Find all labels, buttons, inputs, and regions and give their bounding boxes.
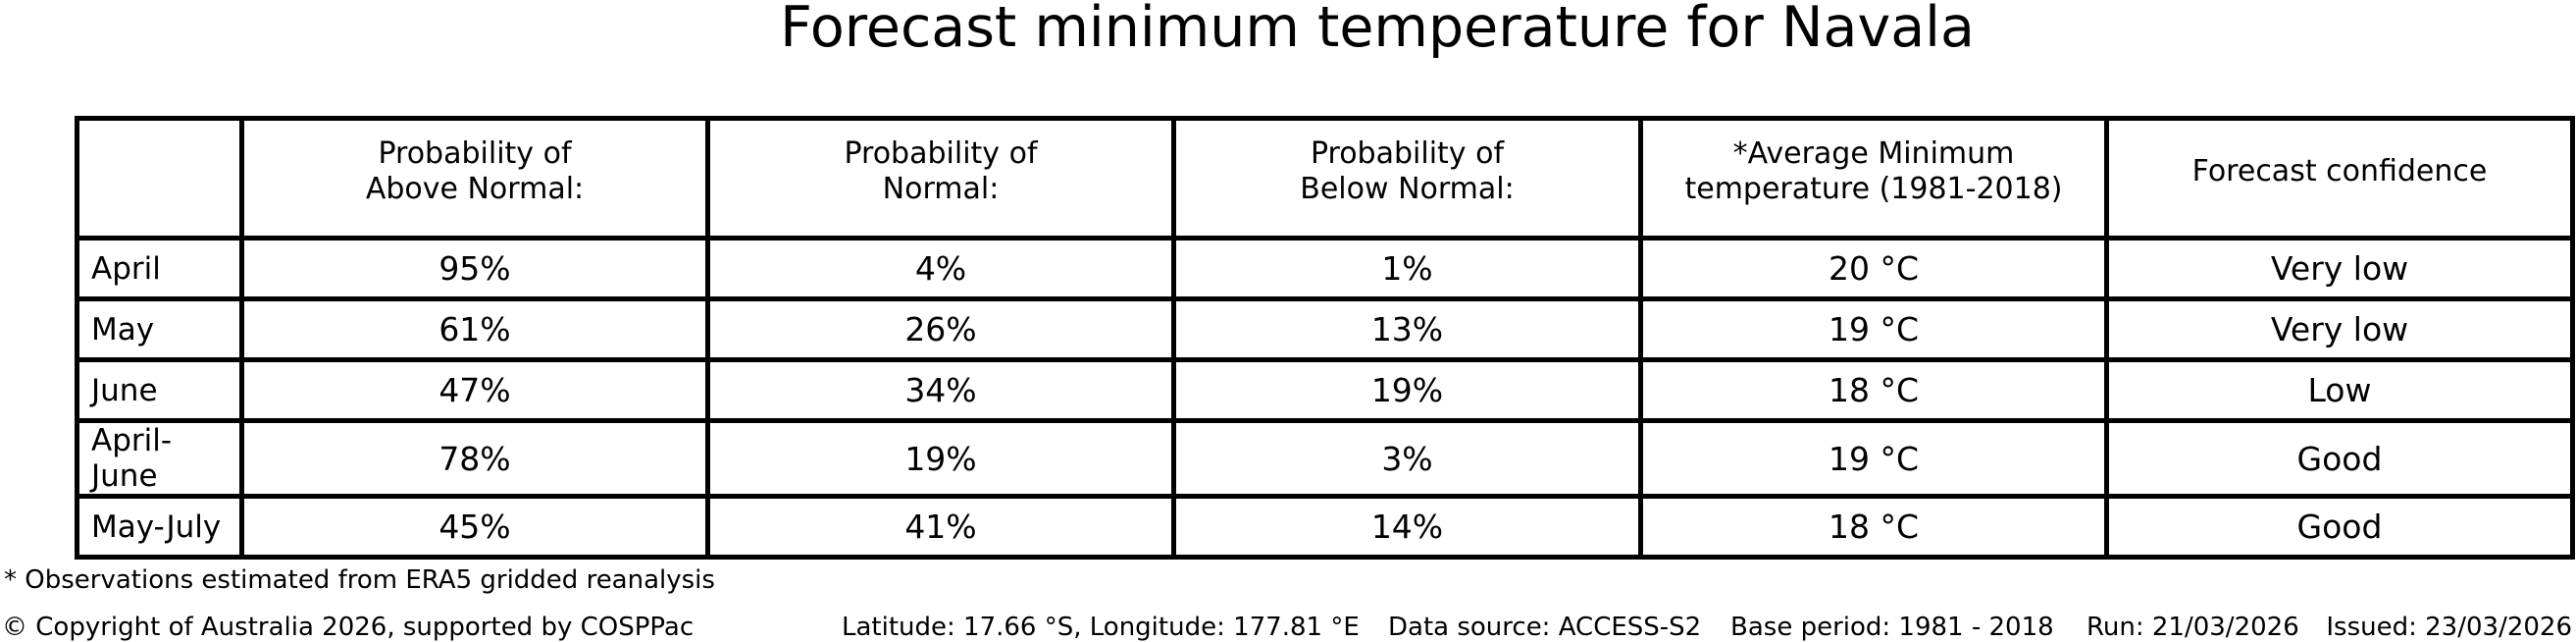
table-cell: 45%: [239, 494, 710, 560]
table-cell: 41%: [705, 494, 1176, 560]
table-row-june: June 47% 34% 19% 18 °C Low: [75, 357, 2575, 423]
table-cell: 47%: [239, 357, 710, 423]
table-cell: Good: [2104, 494, 2575, 560]
header-prob-normal: Probability of Normal:: [705, 116, 1176, 241]
table-row-may-july: May-July 45% 41% 14% 18 °C Good: [75, 494, 2575, 560]
table-cell: 4%: [705, 236, 1176, 301]
table-cell: 14%: [1171, 494, 1643, 560]
table-cell: 19%: [1171, 357, 1643, 423]
table-cell: 61%: [239, 296, 710, 362]
table-cell: 1%: [1171, 236, 1643, 301]
table-cell: 19 °C: [1638, 296, 2109, 362]
run-date-text: Run: 21/03/2026: [2087, 613, 2299, 642]
page-title: Forecast minimum temperature for Navala: [780, 0, 1975, 60]
table-cell: 18 °C: [1638, 357, 2109, 423]
header-prob-below-normal: Probability of Below Normal:: [1171, 116, 1643, 241]
table-cell: 78%: [239, 418, 710, 499]
header-forecast-confidence: Forecast confidence: [2104, 116, 2575, 241]
row-label: April-June: [75, 418, 244, 499]
table-row-april: April 95% 4% 1% 20 °C Very low: [75, 236, 2575, 301]
lat-long-text: Latitude: 17.66 °S, Longitude: 177.81 °E: [842, 613, 1360, 642]
row-label: June: [75, 357, 244, 423]
forecast-table: Probability of Above Normal: Probability…: [75, 116, 2575, 560]
table-cell: 19 °C: [1638, 418, 2109, 499]
base-period-text: Base period: 1981 - 2018: [1730, 613, 2054, 642]
table-cell: 19%: [705, 418, 1176, 499]
data-source-text: Data source: ACCESS-S2: [1388, 613, 1702, 642]
table-row-may: May 61% 26% 13% 19 °C Very low: [75, 296, 2575, 362]
table-cell: Good: [2104, 418, 2575, 499]
table-cell: 95%: [239, 236, 710, 301]
header-average-min-temperature: *Average Minimum temperature (1981-2018): [1638, 116, 2109, 241]
table-cell: 26%: [705, 296, 1176, 362]
row-label: May: [75, 296, 244, 362]
table-cell: Very low: [2104, 236, 2575, 301]
issued-date-text: Issued: 23/03/2026: [2326, 613, 2572, 642]
table-row-april-june: April-June 78% 19% 3% 19 °C Good: [75, 418, 2575, 499]
copyright-text: © Copyright of Australia 2026, supported…: [2, 613, 695, 642]
table-cell: Very low: [2104, 296, 2575, 362]
table-header-row: Probability of Above Normal: Probability…: [75, 116, 2575, 241]
table-cell: 20 °C: [1638, 236, 2109, 301]
row-label: May-July: [75, 494, 244, 560]
table-cell: Low: [2104, 357, 2575, 423]
header-spacer-cell: [75, 116, 244, 241]
row-label: April: [75, 236, 244, 301]
header-prob-above-normal: Probability of Above Normal:: [239, 116, 710, 241]
table-cell: 3%: [1171, 418, 1643, 499]
table-cell: 13%: [1171, 296, 1643, 362]
table-cell: 18 °C: [1638, 494, 2109, 560]
observations-footnote: * Observations estimated from ERA5 gridd…: [4, 565, 715, 595]
table-cell: 34%: [705, 357, 1176, 423]
